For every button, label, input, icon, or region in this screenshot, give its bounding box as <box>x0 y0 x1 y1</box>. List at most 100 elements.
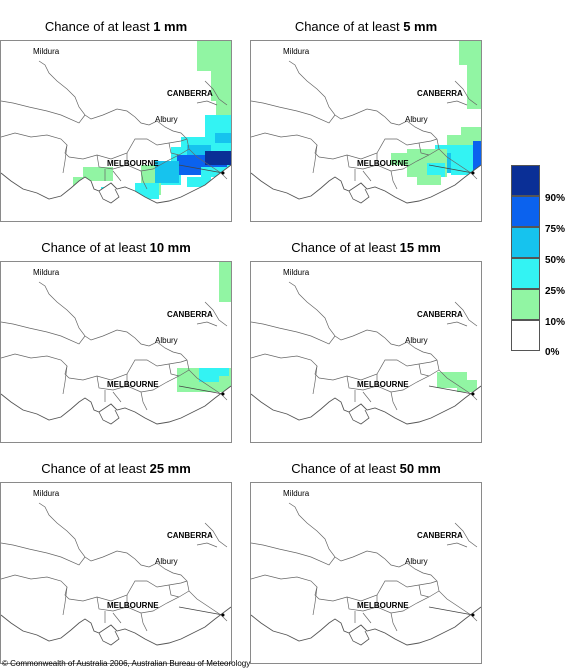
district-boundary <box>346 374 378 391</box>
map-svg: Mildura CANBERRA Albury MELBOURNE <box>1 489 231 663</box>
district-boundary <box>390 391 398 411</box>
rain-cell <box>211 41 231 101</box>
rain-cell <box>457 380 477 392</box>
legend-swatch <box>511 320 540 351</box>
district-boundary <box>196 542 218 548</box>
district-boundary <box>446 100 468 106</box>
legend-swatch <box>511 165 540 196</box>
rain-cell <box>219 262 231 302</box>
legend-swatch <box>511 289 540 320</box>
coastline <box>1 606 231 646</box>
border-line <box>178 164 224 174</box>
district-boundary <box>312 586 318 616</box>
place-label-melbourne: MELBOURNE <box>107 380 159 389</box>
rainfall-map: Mildura CANBERRA Albury MELBOURNE <box>250 40 482 222</box>
place-label-canberra: CANBERRA <box>167 89 213 98</box>
border-line <box>178 385 224 395</box>
panel-title: Chance of at least 1 mm <box>44 19 188 34</box>
coastline <box>251 164 481 204</box>
district-boundary <box>318 359 438 381</box>
legend-swatch <box>511 196 540 227</box>
rain-cell <box>155 161 179 183</box>
place-label-albury: Albury <box>405 557 428 566</box>
panel-title: Chance of at least 5 mm <box>294 19 438 34</box>
rain-cell <box>215 133 231 143</box>
district-boundary <box>354 611 372 624</box>
place-label-melbourne: MELBOURNE <box>107 159 159 168</box>
map-svg: Mildura CANBERRA Albury MELBOURNE <box>251 41 481 221</box>
border-line <box>428 164 474 174</box>
panel-title: Chance of at least 25 mm <box>41 461 191 476</box>
place-label-mildura: Mildura <box>33 268 60 277</box>
district-boundary <box>1 321 86 345</box>
district-boundary <box>96 153 128 170</box>
district-boundary <box>204 301 228 327</box>
port-phillip-bay <box>98 188 120 204</box>
district-boundary <box>418 584 430 598</box>
map-svg: Mildura CANBERRA Albury MELBOURNE <box>251 489 481 663</box>
rainfall-map: Mildura CANBERRA Albury MELBOURNE <box>250 261 482 443</box>
district-boundary <box>196 321 218 327</box>
district-boundary <box>68 580 188 602</box>
district-boundary <box>251 132 320 158</box>
district-boundary <box>126 369 190 393</box>
sea-area <box>1 386 231 442</box>
point-marker <box>221 171 225 175</box>
district-boundary <box>390 170 398 190</box>
place-label-melbourne: MELBOURNE <box>357 601 409 610</box>
district-boundary <box>446 542 468 548</box>
district-boundary <box>1 353 70 379</box>
district-boundary <box>204 522 228 548</box>
district-boundary <box>354 390 372 403</box>
district-boundary <box>68 138 188 160</box>
district-boundary <box>1 132 70 158</box>
place-label-canberra: CANBERRA <box>167 531 213 540</box>
district-boundary <box>140 612 148 632</box>
rainfall-map: Mildura CANBERRA Albury MELBOURNE <box>0 482 232 664</box>
rainfall-map: Mildura CANBERRA Albury MELBOURNE <box>0 261 232 443</box>
point-marker <box>221 613 225 617</box>
district-boundary <box>62 144 68 174</box>
place-label-canberra: CANBERRA <box>417 89 463 98</box>
point-marker <box>221 392 225 396</box>
district-boundary <box>346 595 378 612</box>
place-label-albury: Albury <box>155 336 178 345</box>
district-boundary <box>104 169 122 182</box>
port-phillip-bay <box>348 630 370 646</box>
district-boundary <box>251 574 320 600</box>
place-label-canberra: CANBERRA <box>167 310 213 319</box>
panel-title: Chance of at least 15 mm <box>291 240 441 255</box>
point-marker <box>471 392 475 396</box>
place-label-mildura: Mildura <box>283 47 310 56</box>
coastline <box>1 164 231 204</box>
legend-swatch <box>511 227 540 258</box>
district-boundary <box>454 80 478 106</box>
place-label-mildura: Mildura <box>283 268 310 277</box>
rain-cell <box>83 167 113 181</box>
coastline <box>251 606 481 646</box>
district-boundary <box>62 365 68 395</box>
place-label-mildura: Mildura <box>283 489 310 498</box>
district-boundary <box>168 142 180 156</box>
district-boundary <box>318 138 438 160</box>
map-svg: Mildura CANBERRA Albury MELBOURNE <box>1 262 231 442</box>
place-label-albury: Albury <box>405 336 428 345</box>
place-label-melbourne: MELBOURNE <box>107 601 159 610</box>
rain-cell <box>391 153 407 165</box>
legend-label: 25% <box>545 286 566 297</box>
border-line <box>428 606 474 616</box>
coastline <box>1 385 231 425</box>
port-phillip-bay <box>348 188 370 204</box>
rainfall-map: Mildura CANBERRA Albury MELBOURNE <box>0 40 232 222</box>
rain-cell <box>197 41 211 71</box>
district-boundary <box>62 586 68 616</box>
rainfall-map: Mildura CANBERRA Albury MELBOURNE <box>250 482 482 664</box>
legend-label: 50% <box>545 255 566 266</box>
district-boundary <box>196 100 218 106</box>
sea-area <box>251 607 481 663</box>
district-boundary <box>251 542 336 566</box>
port-phillip-bay <box>98 409 120 425</box>
rain-cell <box>417 175 441 185</box>
district-boundary <box>354 169 372 182</box>
rain-cell <box>459 41 481 65</box>
